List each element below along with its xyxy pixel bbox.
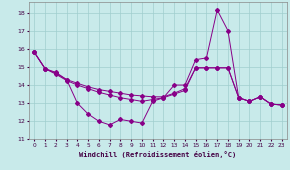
X-axis label: Windchill (Refroidissement éolien,°C): Windchill (Refroidissement éolien,°C) [79, 151, 237, 158]
